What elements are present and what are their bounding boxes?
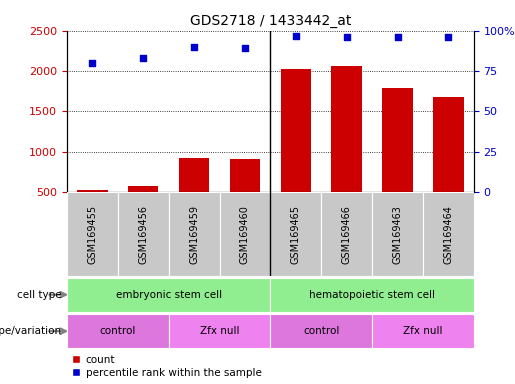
Bar bbox=[230, 159, 260, 232]
Point bbox=[393, 34, 402, 40]
Bar bbox=[169, 192, 219, 276]
Text: GSM169456: GSM169456 bbox=[138, 205, 148, 264]
Bar bbox=[67, 192, 118, 276]
Point bbox=[139, 55, 147, 61]
Point bbox=[444, 34, 453, 40]
Bar bbox=[219, 192, 270, 276]
Bar bbox=[270, 278, 474, 311]
Text: genotype/variation: genotype/variation bbox=[0, 326, 62, 336]
Bar bbox=[281, 70, 311, 232]
Bar bbox=[423, 192, 474, 276]
Bar bbox=[382, 88, 413, 232]
Point bbox=[291, 33, 300, 39]
Bar bbox=[67, 314, 169, 348]
Text: Zfx null: Zfx null bbox=[403, 326, 443, 336]
Text: GSM169465: GSM169465 bbox=[291, 205, 301, 264]
Title: GDS2718 / 1433442_at: GDS2718 / 1433442_at bbox=[190, 14, 351, 28]
Legend: count, percentile rank within the sample: count, percentile rank within the sample bbox=[72, 355, 262, 378]
Point bbox=[241, 45, 249, 51]
Bar bbox=[67, 278, 270, 311]
Text: hematopoietic stem cell: hematopoietic stem cell bbox=[309, 290, 435, 300]
Bar bbox=[118, 192, 169, 276]
Text: GSM169455: GSM169455 bbox=[88, 205, 97, 264]
Text: GSM169459: GSM169459 bbox=[189, 205, 199, 264]
Text: GSM169460: GSM169460 bbox=[240, 205, 250, 264]
Text: GSM169463: GSM169463 bbox=[392, 205, 403, 264]
Bar bbox=[433, 97, 464, 232]
Bar bbox=[332, 66, 362, 232]
Bar bbox=[179, 158, 209, 232]
Bar bbox=[372, 192, 423, 276]
Bar bbox=[128, 185, 159, 232]
Bar bbox=[169, 314, 270, 348]
Text: cell type: cell type bbox=[17, 290, 62, 300]
Text: GSM169466: GSM169466 bbox=[341, 205, 352, 264]
Bar bbox=[321, 192, 372, 276]
Text: control: control bbox=[303, 326, 339, 336]
Bar bbox=[270, 192, 321, 276]
Text: embryonic stem cell: embryonic stem cell bbox=[115, 290, 222, 300]
Text: GSM169464: GSM169464 bbox=[443, 205, 453, 264]
Text: Zfx null: Zfx null bbox=[200, 326, 239, 336]
Bar bbox=[77, 190, 108, 232]
Bar bbox=[270, 314, 372, 348]
Text: control: control bbox=[99, 326, 136, 336]
Bar bbox=[372, 314, 474, 348]
Point bbox=[88, 60, 96, 66]
Point bbox=[190, 44, 198, 50]
Point bbox=[342, 34, 351, 40]
